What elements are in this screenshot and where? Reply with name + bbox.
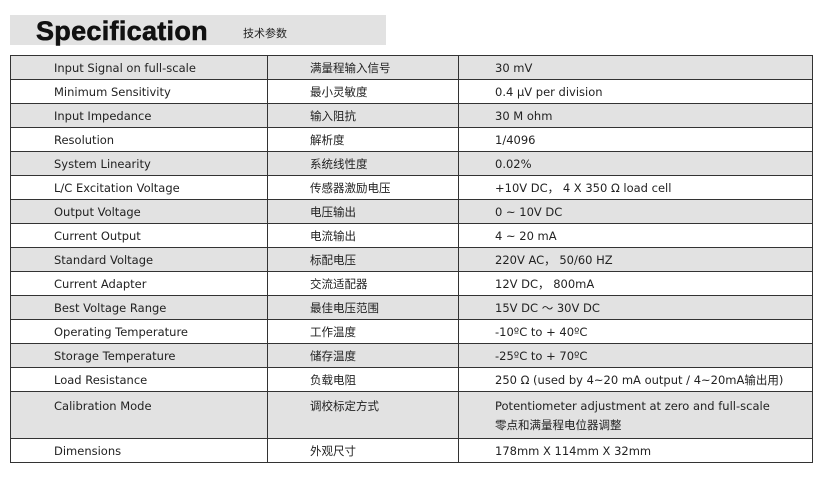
table-row: L/C Excitation Voltage 传感器激励电压 +10V DC， 4 …	[10, 175, 813, 200]
spec-value: 0 ~ 10V DC	[458, 199, 813, 224]
spec-value-text: -25ºC to + 70ºC	[495, 348, 588, 363]
spec-name-zh: 储存温度	[267, 343, 459, 368]
spec-name: Input Impedance	[10, 103, 268, 128]
spec-name-zh: 满量程输入信号	[267, 55, 459, 80]
spec-value: 1/4096	[458, 127, 813, 152]
table-row: Output Voltage 电压输出 0 ~ 10V DC	[10, 199, 813, 224]
spec-name-zh: 传感器激励电压	[267, 175, 459, 200]
spec-value-text: 12V DC， 800mA	[495, 276, 595, 291]
spec-value-text: 0.4 μV per division	[495, 84, 603, 99]
spec-name-zh: 负载电阻	[267, 367, 459, 392]
spec-name-zh: 标配电压	[267, 247, 459, 272]
spec-value-text: Potentiometer adjustment at zero and ful…	[495, 399, 770, 413]
section-title: Specification	[36, 16, 208, 47]
spec-value-text: 1/4096	[495, 132, 536, 147]
spec-value-text: +10V DC， 4 X 350 Ω load cell	[495, 180, 672, 195]
spec-value-text: 0.02%	[495, 156, 532, 171]
spec-value-text: 30 mV	[495, 60, 533, 75]
table-row: Calibration Mode 调校标定方式 Potentiometer adju…	[10, 391, 813, 439]
spec-name: Storage Temperature	[10, 343, 268, 368]
spec-value: 12V DC， 800mA	[458, 271, 813, 296]
spec-value: -10ºC to + 40ºC	[458, 319, 813, 344]
table-row: System Linearity 系统线性度 0.02%	[10, 151, 813, 176]
spec-value-text-zh: 零点和满量程电位器调整	[495, 418, 622, 432]
spec-value: 30 M ohm	[458, 103, 813, 128]
spec-name: Resolution	[10, 127, 268, 152]
spec-name-zh: 最佳电压范围	[267, 295, 459, 320]
spec-name-zh: 外观尺寸	[267, 438, 459, 463]
spec-value: 0.02%	[458, 151, 813, 176]
spec-name-zh: 调校标定方式	[267, 391, 459, 439]
table-row: Current Output 电流输出 4 ~ 20 mA	[10, 223, 813, 248]
spec-name: Minimum Sensitivity	[10, 79, 268, 104]
spec-name-zh: 电压输出	[267, 199, 459, 224]
spec-name: Input Signal on full-scale	[10, 55, 268, 80]
section-subtitle: 技术参数	[243, 27, 287, 40]
spec-value: 4 ~ 20 mA	[458, 223, 813, 248]
spec-value: -25ºC to + 70ºC	[458, 343, 813, 368]
section-header: Specification 技术参数	[10, 15, 386, 47]
spec-name: Current Adapter	[10, 271, 268, 296]
spec-name-zh: 最小灵敏度	[267, 79, 459, 104]
spec-value: 15V DC ～ 30V DC	[458, 295, 813, 320]
spec-value-text: 250 Ω (used by 4~20 mA output / 4~20mA输出…	[495, 372, 784, 387]
spec-name: Output Voltage	[10, 199, 268, 224]
table-row: Input Impedance 输入阻抗 30 M ohm	[10, 103, 813, 128]
table-row: Current Adapter 交流适配器 12V DC， 800mA	[10, 271, 813, 296]
spec-name-zh: 交流适配器	[267, 271, 459, 296]
spec-table: Input Signal on full-scale 满量程输入信号 30 mV Mi…	[10, 55, 813, 463]
spec-value: 220V AC， 50/60 HZ	[458, 247, 813, 272]
table-row: Best Voltage Range 最佳电压范围 15V DC ～ 30V DC	[10, 295, 813, 320]
spec-name: Operating Temperature	[10, 319, 268, 344]
spec-name-zh: 输入阻抗	[267, 103, 459, 128]
table-row: Input Signal on full-scale 满量程输入信号 30 mV	[10, 55, 813, 80]
spec-value-text: 220V AC， 50/60 HZ	[495, 252, 613, 267]
spec-name: Best Voltage Range	[10, 295, 268, 320]
table-row: Operating Temperature 工作温度 -10ºC to + 40ºC	[10, 319, 813, 344]
table-row: Minimum Sensitivity 最小灵敏度 0.4 μV per divis…	[10, 79, 813, 104]
spec-name-zh: 解析度	[267, 127, 459, 152]
spec-value-text: -10ºC to + 40ºC	[495, 324, 588, 339]
spec-name: System Linearity	[10, 151, 268, 176]
spec-value-text: 15V DC ～ 30V DC	[495, 300, 600, 315]
spec-name: Calibration Mode	[10, 391, 268, 439]
spec-value: 178mm X 114mm X 32mm	[458, 438, 813, 463]
spec-value-text: 4 ~ 20 mA	[495, 228, 557, 243]
spec-value-text: 178mm X 114mm X 32mm	[495, 443, 652, 458]
spec-name: Current Output	[10, 223, 268, 248]
table-row: Dimensions 外观尺寸 178mm X 114mm X 32mm	[10, 438, 813, 463]
spec-value: +10V DC， 4 X 350 Ω load cell	[458, 175, 813, 200]
spec-value-text: 0 ~ 10V DC	[495, 204, 563, 219]
spec-name-zh: 电流输出	[267, 223, 459, 248]
spec-name: Dimensions	[10, 438, 268, 463]
table-row: Standard Voltage 标配电压 220V AC， 50/60 HZ	[10, 247, 813, 272]
spec-name: Load Resistance	[10, 367, 268, 392]
spec-value: 0.4 μV per division	[458, 79, 813, 104]
table-row: Resolution 解析度 1/4096	[10, 127, 813, 152]
spec-name: Standard Voltage	[10, 247, 268, 272]
spec-value: Potentiometer adjustment at zero and ful…	[458, 391, 813, 439]
spec-name-zh: 系统线性度	[267, 151, 459, 176]
table-row: Storage Temperature 储存温度 -25ºC to + 70ºC	[10, 343, 813, 368]
table-row: Load Resistance 负载电阻 250 Ω (used by 4~20 m…	[10, 367, 813, 392]
spec-value-text: 30 M ohm	[495, 108, 553, 123]
spec-value: 250 Ω (used by 4~20 mA output / 4~20mA输出…	[458, 367, 813, 392]
spec-name-zh: 工作温度	[267, 319, 459, 344]
spec-name: L/C Excitation Voltage	[10, 175, 268, 200]
spec-value: 30 mV	[458, 55, 813, 80]
